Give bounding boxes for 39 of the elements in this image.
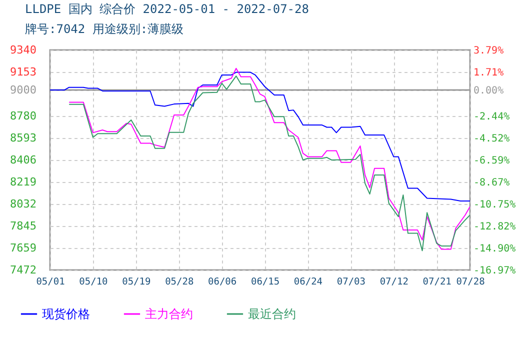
x-tick-label: 07/21 — [422, 276, 452, 288]
y2-tick-label: -16.97% — [474, 266, 516, 276]
y-tick-label: 7472 — [10, 264, 36, 276]
y2-tick-label: -4.52% — [474, 134, 510, 145]
legend-label: 现货价格 — [42, 307, 90, 321]
y-tick-label: 9340 — [10, 44, 36, 56]
y2-tick-label: -6.59% — [474, 156, 510, 166]
chart-subtitle: 牌号:7042 用途级别:薄膜级 — [25, 22, 184, 36]
y2-tick-label: -12.82% — [474, 222, 516, 233]
legend-label: 主力合约 — [145, 307, 193, 321]
x-tick-label: 07/28 — [456, 276, 486, 288]
y-tick-label: 7845 — [10, 220, 36, 233]
y2-tick-label: 0.00% — [474, 86, 504, 97]
x-tick-label: 07/12 — [380, 276, 408, 288]
y2-tick-label: -10.75% — [474, 200, 516, 211]
y-tick-label: 7659 — [10, 241, 36, 254]
x-tick-label: 06/24 — [294, 276, 323, 288]
chart-title: LLDPE 国内 综合价 2022-05-01 - 2022-07-28 — [25, 2, 309, 16]
x-tick-label: 06/15 — [250, 276, 280, 288]
y-tick-label: 9153 — [10, 66, 36, 79]
y-tick-label: 8406 — [10, 154, 36, 166]
x-tick-label: 06/06 — [208, 276, 237, 288]
y-tick-label: 8219 — [10, 176, 36, 189]
y2-tick-label: 3.79% — [474, 46, 504, 56]
y-tick-label: 8593 — [10, 131, 36, 144]
x-tick-label: 05/28 — [165, 276, 194, 288]
x-tick-label: 07/03 — [336, 276, 366, 288]
y2-tick-label: -14.90% — [474, 244, 516, 255]
x-tick-label: 05/01 — [36, 276, 66, 288]
y2-tick-label: -8.67% — [474, 178, 510, 189]
x-tick-label: 05/19 — [122, 276, 151, 288]
y-tick-label: 8032 — [10, 198, 36, 211]
x-tick-label: 05/10 — [79, 276, 108, 288]
y2-tick-label: 1.71% — [474, 68, 504, 79]
line-series — [50, 72, 470, 202]
legend-label: 最近合约 — [248, 307, 296, 321]
y-tick-label: 9000 — [10, 84, 36, 97]
y2-tick-label: -2.44% — [474, 112, 510, 123]
y-tick-label: 8780 — [10, 109, 36, 122]
